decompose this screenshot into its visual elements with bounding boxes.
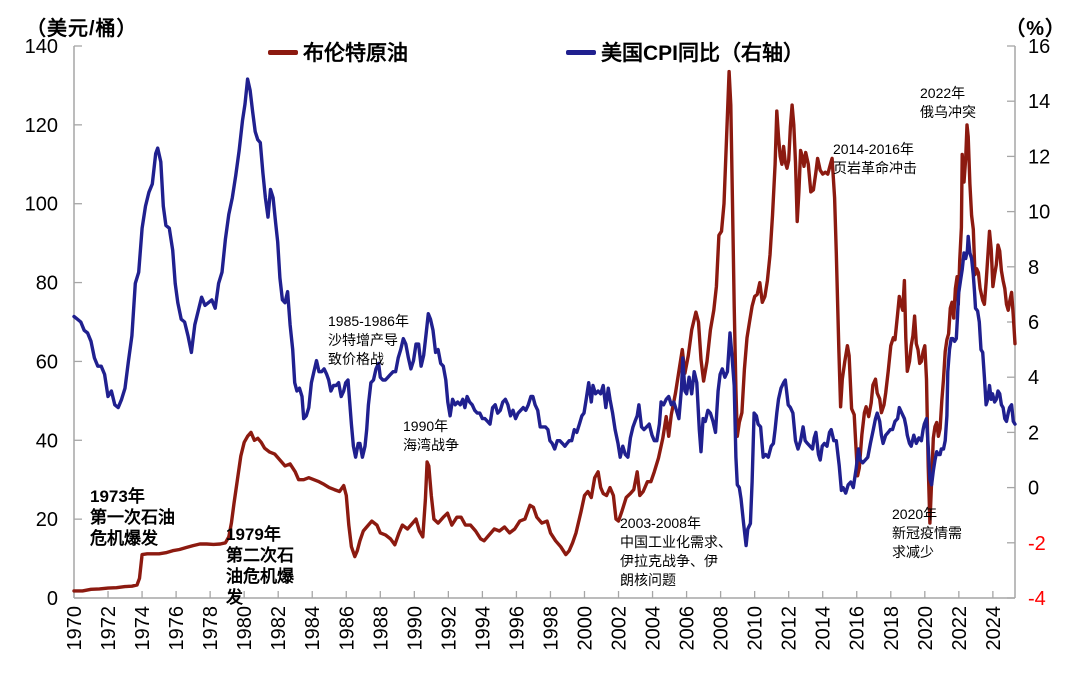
x-axis-tick-label-group: 1984 [302,606,324,651]
x-axis-tick-label-group: 1994 [472,606,494,651]
x-axis-tick-label: 1972 [98,606,120,651]
right-axis-tick-label: -2 [1028,533,1046,555]
x-axis-tick-label: 2002 [609,606,631,651]
right-axis-tick-label: 10 [1028,202,1050,224]
right-axis-tick-label: 14 [1028,91,1050,113]
right-axis-tick-label: 4 [1028,367,1039,389]
us-cpi-line [72,77,1017,548]
x-axis-tick-label-group: 1972 [98,606,120,651]
x-axis-tick-label: 2020 [915,606,937,651]
brent-line-swatch [268,49,298,55]
x-axis-tick-label: 2012 [779,606,801,651]
x-axis-tick-label: 1976 [166,606,188,651]
x-axis-tick-label-group: 1990 [404,606,426,651]
right-axis-tick-label: 2 [1028,422,1039,444]
x-axis-tick-label-group: 1982 [268,606,290,651]
x-axis-tick-label: 1992 [438,606,460,651]
right-axis-tick-label: 16 [1028,36,1050,58]
left-axis-title: （美元/桶） [26,18,138,40]
x-axis-tick-label: 2014 [813,606,835,651]
x-axis-tick-label-group: 2016 [847,606,869,651]
x-axis-tick-label-group: 1976 [166,606,188,651]
x-axis-tick-label-group: 1974 [132,606,154,651]
x-axis-tick-label: 2000 [574,606,596,651]
brent-legend-label: 布伦特原油 [303,42,408,65]
x-axis-tick-label-group: 1986 [336,606,358,651]
x-axis-tick-label-group: 2008 [711,606,733,651]
left-axis-tick-label: 20 [36,509,58,531]
x-axis-tick-label: 1974 [132,606,154,651]
x-axis-tick-label-group: 1980 [234,606,256,651]
x-axis-tick-label: 1970 [64,606,86,651]
x-axis-tick-label-group: 2020 [915,606,937,651]
x-axis-tick-label-group: 1978 [200,606,222,651]
x-axis-tick-label: 2010 [745,606,767,651]
left-axis-tick-label: 60 [36,351,58,373]
x-axis-tick-label: 2024 [983,606,1005,651]
x-axis-tick-label-group: 2024 [983,606,1005,651]
right-axis-tick-label: 12 [1028,146,1050,168]
right-axis-tick-label: 8 [1028,257,1039,279]
x-axis-tick-label-group: 1998 [540,606,562,651]
x-axis-tick-label: 2016 [847,606,869,651]
x-axis-tick-label-group: 1988 [370,606,392,651]
legend-item-cpi: 美国CPI同比（右轴） [566,40,805,65]
left-axis-tick-label: 40 [36,430,58,452]
left-axis-tick-label: 80 [36,273,58,295]
x-axis-tick-label: 1990 [404,606,426,651]
x-axis-tick-label: 2018 [881,606,903,651]
x-axis-tick-label: 1978 [200,606,222,651]
x-axis-tick-label-group: 2004 [643,606,665,651]
x-axis-tick-label: 1994 [472,606,494,651]
x-axis-tick-label: 1988 [370,606,392,651]
x-axis-tick-label: 2022 [949,606,971,651]
cpi-legend-label: 美国CPI同比（右轴） [601,42,805,65]
x-axis-tick-label: 2004 [643,606,665,651]
x-axis-tick-label: 1982 [268,606,290,651]
x-axis-tick-label-group: 2018 [881,606,903,651]
x-axis-tick-label-group: 1970 [64,606,86,651]
x-axis-tick-label: 1984 [302,606,324,651]
left-axis-tick-label: 100 [25,194,58,216]
x-axis-tick-label-group: 2014 [813,606,835,651]
cpi-line-swatch [566,49,596,55]
right-axis-tick-label: 0 [1028,478,1039,500]
left-axis-tick-label: 120 [25,115,58,137]
x-axis-tick-label: 2006 [677,606,699,651]
x-axis-tick-label: 1998 [540,606,562,651]
x-axis-tick-label: 1996 [506,606,528,651]
right-axis-tick-label: 6 [1028,312,1039,334]
x-axis-tick-label-group: 1992 [438,606,460,651]
x-axis-tick-label-group: 2010 [745,606,767,651]
x-axis-tick-label-group: 2012 [779,606,801,651]
x-axis-tick-label-group: 2022 [949,606,971,651]
x-axis-tick-label-group: 2000 [574,606,596,651]
x-axis-tick-label: 1986 [336,606,358,651]
right-axis-title: （%） [1005,18,1066,40]
left-axis-tick-label: 0 [47,588,58,610]
x-axis-tick-label-group: 2002 [609,606,631,651]
left-axis-tick-label: 140 [25,36,58,58]
right-axis-tick-label: -4 [1028,588,1046,610]
x-axis-tick-label: 1980 [234,606,256,651]
brent-oil-line [72,69,1017,593]
x-axis-tick-label: 2008 [711,606,733,651]
legend-item-brent: 布伦特原油 [268,40,408,65]
x-axis-tick-label-group: 2006 [677,606,699,651]
x-axis-tick-label-group: 1996 [506,606,528,651]
